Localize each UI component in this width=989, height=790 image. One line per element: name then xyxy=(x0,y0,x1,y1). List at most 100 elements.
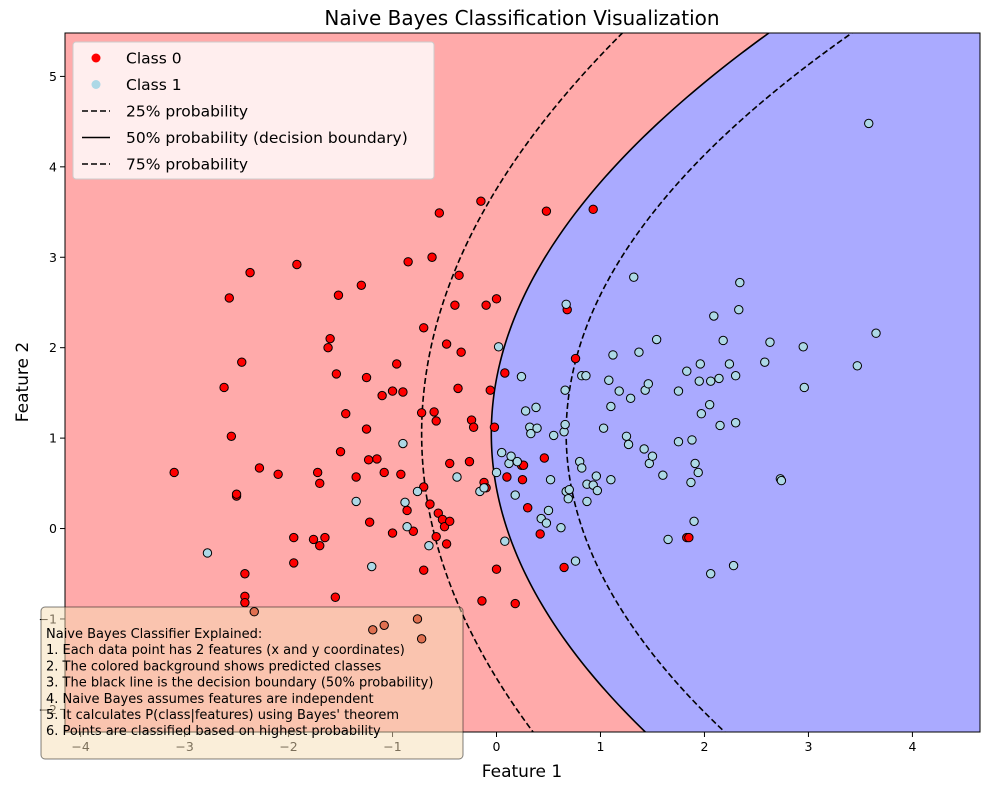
class-0-point xyxy=(491,294,502,304)
contour-line-3 xyxy=(565,33,854,732)
class-1-point xyxy=(510,490,520,500)
class-0-point-behind-box xyxy=(379,620,389,630)
class-1-point xyxy=(647,451,658,461)
class-0-point xyxy=(464,456,475,467)
class-0-point xyxy=(240,597,250,608)
class-1-point xyxy=(693,467,703,478)
class-0-point xyxy=(289,558,299,568)
class-0-point xyxy=(570,353,581,364)
class-0-point xyxy=(445,458,455,469)
class-1-point xyxy=(776,475,787,486)
class-1-point xyxy=(728,560,739,571)
class-0-point xyxy=(379,467,389,478)
class-1-point xyxy=(493,342,504,352)
class-0-point xyxy=(485,385,495,395)
class-0-point xyxy=(391,359,402,369)
class-1-point xyxy=(673,437,684,447)
class-1-point xyxy=(643,379,654,389)
class-1-point xyxy=(730,371,741,381)
class-1-point xyxy=(730,418,741,428)
class-0-point xyxy=(441,339,452,349)
class-1-point xyxy=(735,277,745,288)
class-1-point xyxy=(686,477,696,488)
class-0-point-behind-box xyxy=(249,607,259,617)
class-0-point xyxy=(425,499,435,509)
class-1-point xyxy=(629,272,639,282)
class-1-point xyxy=(581,371,591,381)
explanation-box-bg xyxy=(40,606,464,760)
class-0-point xyxy=(431,416,441,426)
class-1-point xyxy=(673,386,684,396)
class-0-point xyxy=(273,469,283,479)
class-0-point-behind-box xyxy=(416,634,427,644)
class-1-point xyxy=(634,347,644,357)
x-tick-label: 1 xyxy=(597,739,605,754)
contour-layer xyxy=(420,33,854,732)
explanation-box: Naive Bayes Classifier Explained:1. Each… xyxy=(40,606,464,760)
x-axis-title: Feature 1 xyxy=(482,762,562,782)
class-0-point xyxy=(517,475,528,485)
class-0-point xyxy=(541,206,552,216)
class-0-point xyxy=(510,598,520,609)
class-1-point xyxy=(799,382,809,393)
chart-title: Naive Bayes Classification Visualization xyxy=(324,6,719,30)
class-1-point xyxy=(561,299,571,309)
legend-marker xyxy=(91,53,101,63)
class-1-point xyxy=(424,541,434,551)
class-1-point xyxy=(639,444,649,454)
class-0-point xyxy=(289,532,299,543)
class-1-point xyxy=(526,428,536,439)
class-0-point xyxy=(315,478,325,489)
class-1-point xyxy=(491,467,502,478)
class-1-point xyxy=(687,435,697,445)
explanation-line: 5. It calculates P(class|features) using… xyxy=(46,708,399,723)
class-0-point xyxy=(419,565,429,575)
explanation-line: 4. Naive Bayes assumes features are inde… xyxy=(46,692,374,707)
explanation-line: 3. The black line is the decision bounda… xyxy=(46,676,433,691)
class-1-point xyxy=(606,401,616,412)
class-0-point xyxy=(361,372,372,383)
class-1-point xyxy=(621,431,632,441)
explanation-line: 2. The colored background shows predicte… xyxy=(46,659,382,674)
class-1-point xyxy=(398,438,408,449)
class-1-point xyxy=(706,569,716,579)
y-tick-label: 0 xyxy=(49,521,57,536)
class-0-point xyxy=(419,323,429,333)
x-tick-label: 0 xyxy=(493,739,501,754)
class-1-point xyxy=(625,393,636,404)
x-tick-label: 4 xyxy=(908,739,916,754)
class-0-point xyxy=(481,300,491,310)
class-1-point xyxy=(608,350,618,360)
class-0-point xyxy=(315,541,325,551)
plot-frame xyxy=(64,32,981,733)
class-0-point xyxy=(245,267,255,278)
explanation-line: 6. Points are classified based on highes… xyxy=(46,724,381,739)
class-1-point xyxy=(706,376,716,386)
class-0-point xyxy=(491,564,502,574)
class-0-point-behind-box xyxy=(368,625,378,635)
class-1-point xyxy=(694,376,704,386)
y-tick-label: 3 xyxy=(49,250,57,265)
class-0-point xyxy=(312,467,323,478)
class-1-point xyxy=(682,366,692,376)
legend-label: Class 0 xyxy=(126,50,182,68)
class-0-point xyxy=(408,526,419,536)
points-layer xyxy=(169,118,881,609)
class-1-point xyxy=(564,484,574,495)
class-1-region xyxy=(491,33,980,732)
y-tick-label: 2 xyxy=(49,340,57,355)
class-1-point xyxy=(497,447,507,458)
y-tick-label: 1 xyxy=(49,431,57,446)
legend-label: 25% probability xyxy=(126,103,248,121)
class-1-point xyxy=(520,406,531,416)
class-1-point xyxy=(500,536,510,546)
class-1-point xyxy=(663,534,673,545)
class-0-point xyxy=(331,369,342,379)
class-1-point xyxy=(734,305,744,315)
class-1-point xyxy=(545,475,556,485)
class-0-point xyxy=(535,529,545,539)
class-1-point xyxy=(592,485,603,496)
class-0-point xyxy=(434,208,445,218)
class-0-point xyxy=(320,532,330,543)
